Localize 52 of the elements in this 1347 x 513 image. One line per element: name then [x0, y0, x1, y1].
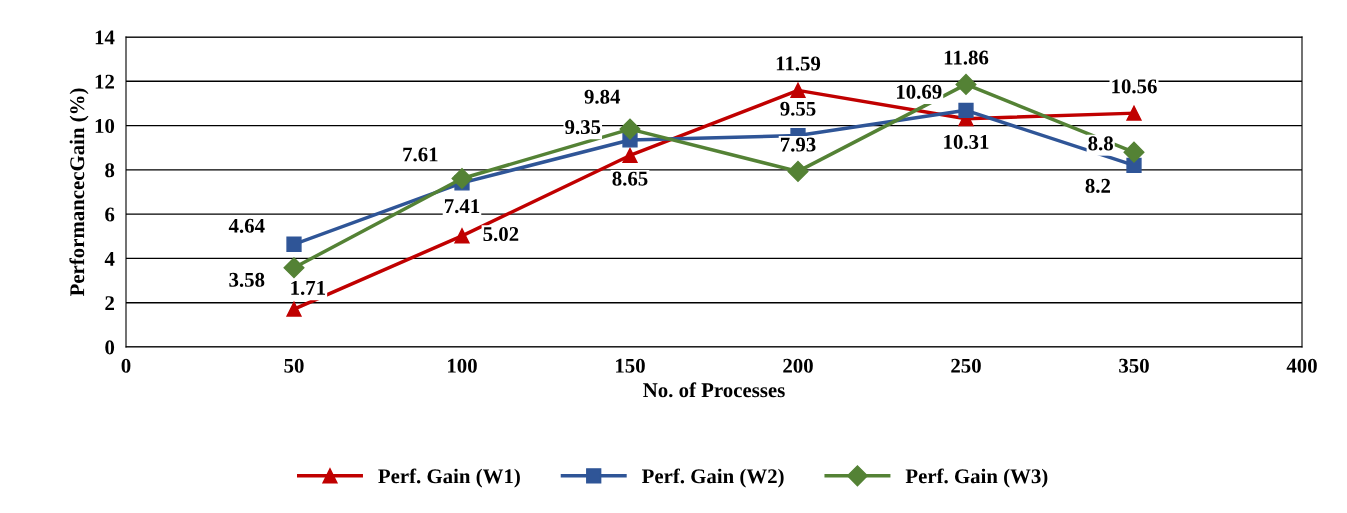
- data-label: 1.71: [291, 280, 326, 295]
- data-label: 8.65: [612, 171, 648, 186]
- point: [790, 82, 806, 99]
- legend-label: Perf. Gain (W2): [641, 468, 784, 488]
- point: [451, 167, 473, 190]
- y-tick-label: 8: [105, 163, 115, 178]
- y-tick-label: 0: [105, 340, 115, 355]
- data-label: 10.69: [897, 84, 942, 99]
- y-tick-label: 12: [95, 74, 114, 89]
- point: [958, 102, 974, 118]
- x-tick-label: 50: [284, 358, 304, 373]
- point: [619, 118, 641, 140]
- data-label: 11.59: [776, 56, 821, 71]
- data-label: 10.31: [944, 134, 989, 150]
- y-tick-label: 4: [104, 251, 115, 266]
- point: [286, 301, 302, 317]
- data-label: 7.41: [444, 199, 480, 214]
- data-label: 8.2: [1085, 178, 1111, 193]
- y-tick-label: 2: [105, 296, 114, 310]
- x-axis-title: No. of Processes: [643, 382, 785, 398]
- data-label: 9.84: [584, 89, 621, 104]
- point: [454, 228, 470, 244]
- point: [283, 257, 305, 279]
- y-tick-label: 6: [105, 207, 115, 222]
- point: [622, 147, 638, 164]
- data-label: 11.86: [944, 50, 989, 65]
- x-tick-label: 100: [448, 358, 477, 373]
- x-tick-label: 400: [1286, 358, 1317, 373]
- data-label: 9.55: [780, 101, 816, 116]
- y-axis-title: PerformancecGain (%): [69, 88, 89, 297]
- data-label: 8.8: [1088, 136, 1113, 151]
- y-tick-label: 14: [95, 30, 115, 45]
- y-tick-label: 10: [95, 118, 115, 133]
- point: [286, 236, 302, 252]
- point: [955, 73, 977, 95]
- x-tick-label: 350: [1119, 358, 1149, 373]
- legend-label: Perf. Gain (W3): [905, 468, 1048, 488]
- point: [787, 160, 809, 182]
- data-label: 10.56: [1112, 79, 1157, 94]
- data-label: 5.02: [483, 227, 519, 242]
- point: [1123, 141, 1145, 163]
- data-label: 4.64: [228, 218, 265, 233]
- x-tick-label: 200: [783, 358, 813, 373]
- data-label: 9.35: [565, 120, 601, 135]
- point: [1126, 105, 1142, 121]
- x-tick-label: 0: [121, 358, 131, 373]
- x-tick-label: 250: [951, 358, 981, 373]
- legend-label: Perf. Gain (W1): [378, 468, 520, 488]
- data-label: 7.61: [403, 147, 438, 162]
- x-tick-label: 150: [616, 358, 645, 373]
- data-label: 3.58: [229, 272, 265, 287]
- data-label: 7.93: [780, 137, 816, 152]
